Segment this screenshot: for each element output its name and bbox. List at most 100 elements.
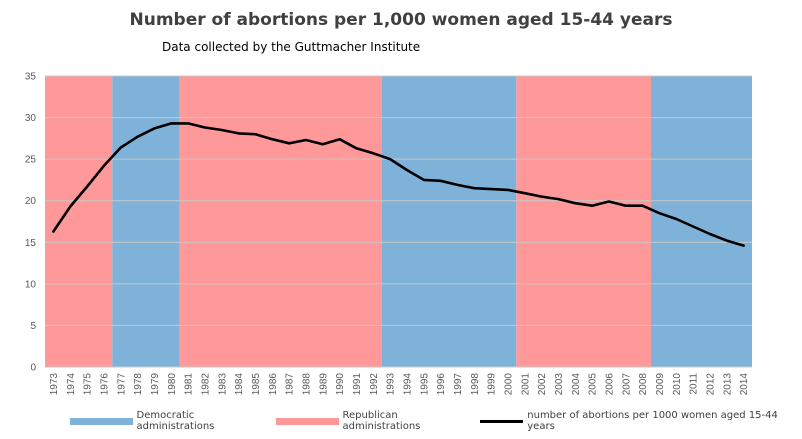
x-tick-label-1984: 1984 [234,373,245,396]
x-tick-label-2004: 2004 [571,373,582,396]
chart-title: Number of abortions per 1,000 women aged… [129,10,673,30]
data-point-1992 [372,152,375,155]
administration-band-0 [45,76,113,367]
data-point-1974 [69,205,72,208]
data-point-2012 [709,233,711,235]
legend: Democratic administrations Republican ad… [70,410,802,432]
legend-item-abortion-rate: number of abortions per 1000 women aged … [479,410,794,432]
data-point-2000 [507,189,509,191]
gridlines [45,75,752,368]
x-tick-label-1981: 1981 [184,373,195,396]
data-point-1993 [389,158,391,160]
x-tick-label-1988: 1988 [301,373,312,396]
data-point-1983 [220,129,223,131]
x-tick-label-1973: 1973 [49,373,60,396]
data-point-1997 [456,184,459,186]
x-tick-label-1987: 1987 [285,373,296,396]
data-point-1976 [103,164,105,167]
x-tick-label-1980: 1980 [167,373,178,396]
data-point-1998 [473,187,476,190]
x-tick-label-1978: 1978 [133,373,144,396]
administration-band-4 [516,76,651,367]
series-layer [52,122,745,247]
data-point-1994 [406,169,408,171]
x-tick-label-2000: 2000 [503,373,514,396]
x-tick-label-1999: 1999 [487,373,498,396]
data-point-2007 [624,204,627,207]
data-point-1989 [321,143,324,145]
x-tick-label-1979: 1979 [150,373,161,396]
data-point-1979 [153,127,156,130]
data-point-2014 [742,244,745,247]
legend-swatch-democratic [70,417,133,425]
legend-label-republican: Republican administrations [342,410,421,432]
data-point-1999 [490,188,492,190]
data-point-1985 [254,133,257,135]
x-tick-label-2009: 2009 [655,373,666,396]
data-point-1990 [338,138,341,140]
y-tick-label-0: 0 [30,363,36,374]
y-tick-label-5: 25 [25,155,37,166]
legend-item-democratic: Democratic administrations [70,410,268,432]
data-point-1982 [204,126,206,129]
x-tick-label-2010: 2010 [672,373,683,396]
data-point-2001 [523,192,526,195]
data-point-2006 [608,200,610,203]
data-point-1987 [288,142,290,145]
x-tick-label-1992: 1992 [369,373,380,396]
x-tick-label-1996: 1996 [436,373,447,396]
data-point-1984 [237,132,240,135]
x-tick-label-2001: 2001 [520,373,531,396]
legend-label-abortion-rate: number of abortions per 1000 women aged … [527,410,778,432]
x-tick-label-1975: 1975 [83,373,94,396]
y-tick-label-7: 35 [25,72,37,83]
y-tick-label-2: 10 [25,279,37,290]
legend-item-republican: Republican administrations [275,410,472,432]
x-tick-label-1991: 1991 [352,373,363,396]
x-tick-label-2012: 2012 [705,373,716,396]
x-tick-label-1993: 1993 [386,373,397,396]
administration-bands [45,76,752,367]
data-point-2003 [557,198,560,200]
data-point-2009 [658,212,661,214]
y-tick-label-6: 30 [25,113,37,124]
legend-swatch-republican [275,417,339,425]
x-tick-label-1974: 1974 [66,373,77,396]
data-point-1975 [86,185,88,188]
y-tick-label-3: 15 [25,238,37,249]
data-point-2011 [692,225,694,228]
x-tick-label-2005: 2005 [588,373,599,396]
y-tick-label-4: 20 [25,196,37,207]
data-point-1986 [271,138,274,140]
data-point-2004 [574,202,577,205]
x-tick-label-1998: 1998 [470,373,481,396]
x-tick-label-1982: 1982 [200,373,211,396]
x-tick-label-1986: 1986 [268,373,279,396]
administration-band-1 [112,76,180,367]
series-line-abortion-rate [52,122,745,247]
x-tick-label-1994: 1994 [402,373,413,396]
data-point-2005 [591,204,593,207]
data-point-1973 [52,230,55,233]
legend-line-abortion-rate [479,419,524,423]
data-point-1977 [119,146,122,149]
x-tick-label-2007: 2007 [621,373,632,396]
data-point-1995 [422,179,425,181]
x-tick-label-2006: 2006 [604,373,615,396]
x-tick-label-2003: 2003 [554,373,565,396]
administration-band-2 [179,76,382,367]
y-axis-tick-labels: 0 5 10 15 20 25 30 35 [25,72,37,374]
data-point-1988 [305,139,307,141]
x-tick-label-2011: 2011 [689,373,700,395]
data-point-2013 [725,239,728,242]
x-tick-label-2008: 2008 [638,373,649,396]
x-axis-tick-labels: 1973 1974 1975 1976 1977 1978 1979 1980 1981 1982… [49,373,750,396]
data-point-1996 [439,179,442,182]
y-tick-label-1: 5 [30,321,36,332]
x-tick-label-2013: 2013 [722,373,733,396]
x-tick-label-1983: 1983 [217,373,228,396]
data-point-2008 [641,204,644,207]
x-tick-label-1989: 1989 [318,373,329,396]
administration-band-5 [651,76,752,367]
